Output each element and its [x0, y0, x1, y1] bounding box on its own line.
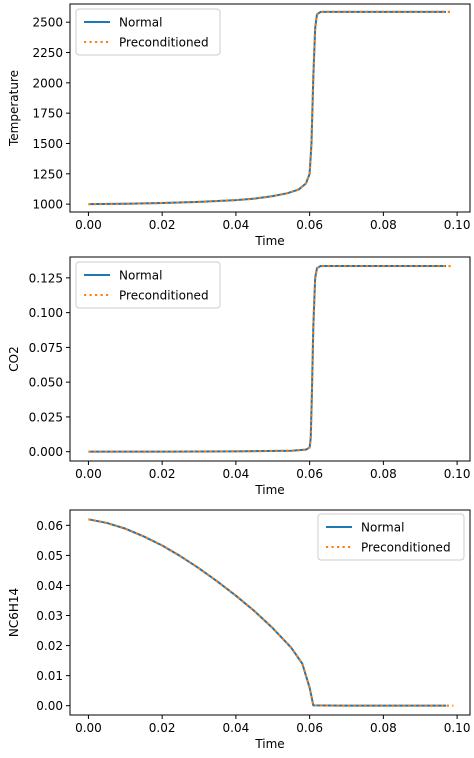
x-tick-label: 0.04 [223, 721, 250, 735]
y-tick-label: 2500 [32, 16, 63, 30]
x-tick-label: 0.04 [223, 467, 250, 481]
x-tick-label: 0.04 [223, 218, 250, 232]
x-tick-label: 0.10 [444, 467, 471, 481]
y-tick-label: 0.125 [29, 271, 63, 285]
y-axis-label: Temperature [7, 70, 21, 147]
legend-box [317, 513, 465, 561]
x-tick-label: 0.06 [296, 467, 323, 481]
axes-frame [69, 509, 471, 716]
y-tick-label: 1250 [32, 167, 63, 181]
legend: Normal Preconditioned [75, 261, 221, 309]
y-axis-label: CO2 [7, 346, 21, 371]
series-line-normal [88, 518, 447, 707]
series-line-preconditioned [88, 10, 454, 206]
y-tick-label: 0.100 [29, 306, 63, 320]
x-tick-label: 0.02 [149, 467, 176, 481]
x-tick-label: 0.08 [370, 721, 397, 735]
legend-box [75, 8, 221, 56]
y-tick-label: 0.02 [36, 639, 63, 653]
y-tick-label: 0.06 [36, 519, 63, 533]
y-tick-label: 1500 [32, 137, 63, 151]
y-tick-label: 0.025 [29, 410, 63, 424]
x-tick-label: 0.08 [370, 467, 397, 481]
y-tick-label: 0.050 [29, 376, 63, 390]
x-tick-label: 0.02 [149, 721, 176, 735]
x-tick-label: 0.00 [75, 467, 102, 481]
y-axis-label: NC6H14 [7, 588, 21, 637]
y-tick-label: 2250 [32, 46, 63, 60]
y-tick-label: 0.075 [29, 341, 63, 355]
legend-label-normal: Normal [119, 269, 162, 283]
x-tick-label: 0.08 [370, 218, 397, 232]
legend-label-preconditioned: Preconditioned [119, 289, 209, 303]
x-tick-label: 0.10 [444, 218, 471, 232]
y-tick-label: 0.000 [29, 445, 63, 459]
legend: Normal Preconditioned [75, 8, 221, 56]
x-tick-label: 0.06 [296, 218, 323, 232]
x-tick-label: 0.02 [149, 218, 176, 232]
legend-label-normal: Normal [119, 16, 162, 30]
subplot-2: 0.00 0.02 0.04 0.06 0.08 0.10 0.000 0.025 0.050 0… [7, 256, 471, 497]
x-axis-label: Time [254, 234, 284, 248]
y-tick-label: 0.04 [36, 579, 63, 593]
x-tick-label: 0.00 [75, 721, 102, 735]
y-tick-label: 1750 [32, 107, 63, 121]
x-tick-label: 0.10 [444, 721, 471, 735]
x-tick-label: 0.00 [75, 218, 102, 232]
x-axis-label: Time [254, 483, 284, 497]
legend-label-preconditioned: Preconditioned [361, 541, 451, 555]
y-tick-label: 2000 [32, 76, 63, 90]
legend: Normal Preconditioned [317, 513, 465, 561]
axes-frame [69, 256, 471, 462]
y-tick-label: 0.01 [36, 669, 63, 683]
axes-frame [69, 3, 471, 213]
x-tick-label: 0.06 [296, 721, 323, 735]
y-tick-label: 0.03 [36, 609, 63, 623]
series-line-preconditioned [88, 264, 454, 453]
legend-box [75, 261, 221, 309]
legend-label-preconditioned: Preconditioned [119, 36, 209, 50]
x-axis-label: Time [254, 737, 284, 751]
y-tick-label: 0.05 [36, 549, 63, 563]
subplot-3: 0.00 0.02 0.04 0.06 0.08 0.10 0.00 0.01 0.02 0.03… [7, 509, 471, 751]
y-tick-label: 1000 [32, 198, 63, 212]
subplot-1: 0.00 0.02 0.04 0.06 0.08 0.10 1000 1250 1500 1750… [7, 3, 471, 248]
y-tick-label: 0.00 [36, 699, 63, 713]
legend-label-normal: Normal [361, 521, 404, 535]
